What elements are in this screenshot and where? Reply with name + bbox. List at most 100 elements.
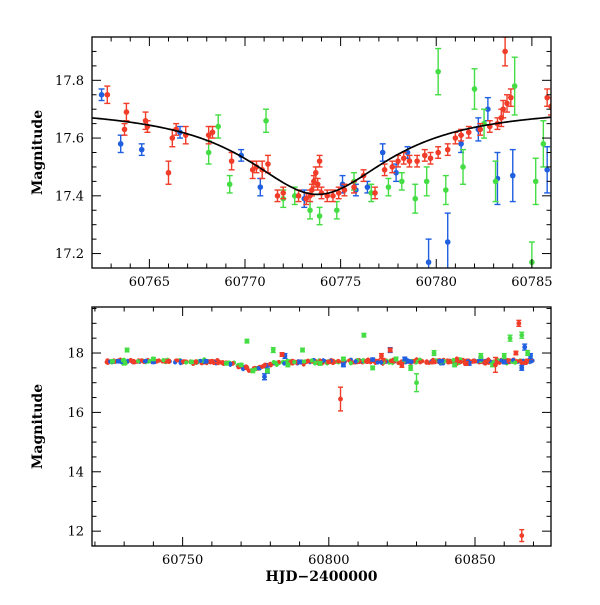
data-point bbox=[198, 358, 203, 363]
data-point bbox=[333, 200, 340, 220]
data-point bbox=[501, 352, 507, 360]
marker bbox=[184, 360, 189, 365]
marker bbox=[219, 360, 225, 365]
marker bbox=[313, 360, 318, 365]
marker bbox=[455, 359, 460, 364]
data-point bbox=[215, 360, 220, 366]
marker bbox=[519, 365, 525, 371]
marker bbox=[274, 193, 281, 199]
marker bbox=[268, 361, 273, 366]
marker bbox=[121, 126, 128, 133]
data-point bbox=[399, 361, 405, 368]
marker bbox=[341, 187, 348, 193]
data-point bbox=[388, 358, 393, 364]
marker bbox=[353, 359, 358, 364]
data-point bbox=[458, 128, 465, 142]
x-tick-label: 60750 bbox=[162, 553, 203, 568]
marker bbox=[393, 169, 399, 176]
data-point bbox=[215, 114, 222, 139]
marker bbox=[379, 149, 386, 156]
marker bbox=[209, 358, 215, 364]
y-tick-label: 17.4 bbox=[55, 189, 84, 204]
data-point bbox=[244, 366, 249, 371]
marker bbox=[370, 357, 376, 362]
marker bbox=[446, 359, 451, 364]
marker bbox=[443, 187, 449, 193]
marker bbox=[427, 155, 434, 162]
marker bbox=[507, 335, 513, 341]
data-point bbox=[219, 360, 225, 365]
marker bbox=[265, 368, 270, 374]
data-point bbox=[280, 186, 287, 200]
marker bbox=[205, 149, 212, 156]
marker bbox=[379, 360, 384, 365]
marker bbox=[414, 380, 419, 386]
marker bbox=[444, 239, 451, 245]
marker bbox=[209, 129, 216, 136]
data-point bbox=[121, 122, 128, 136]
data-point bbox=[492, 160, 499, 203]
marker bbox=[540, 141, 547, 147]
data-point bbox=[165, 160, 172, 185]
marker bbox=[175, 358, 180, 363]
data-point bbox=[223, 361, 229, 366]
y-tick-label: 16 bbox=[67, 406, 84, 421]
marker bbox=[280, 190, 287, 196]
data-point bbox=[131, 360, 136, 365]
data-point bbox=[414, 154, 421, 168]
data-point bbox=[209, 125, 216, 139]
marker bbox=[500, 106, 506, 112]
marker bbox=[485, 106, 491, 112]
marker bbox=[317, 361, 323, 366]
marker bbox=[544, 167, 550, 173]
marker bbox=[297, 359, 302, 365]
marker bbox=[341, 356, 346, 362]
marker bbox=[302, 359, 307, 364]
marker bbox=[150, 356, 156, 362]
marker bbox=[228, 361, 233, 366]
marker bbox=[385, 184, 392, 190]
y-tick-label: 17.2 bbox=[55, 247, 84, 262]
data-point bbox=[423, 166, 430, 197]
data-point bbox=[117, 134, 124, 154]
top-axis-ticks bbox=[91, 36, 552, 269]
data-point bbox=[431, 359, 437, 365]
marker bbox=[525, 350, 531, 356]
marker bbox=[477, 126, 484, 133]
marker bbox=[256, 366, 261, 371]
data-point bbox=[458, 359, 464, 365]
data-point bbox=[424, 359, 429, 364]
marker bbox=[215, 123, 222, 130]
data-point bbox=[184, 360, 189, 365]
data-point bbox=[540, 120, 547, 168]
marker bbox=[452, 362, 457, 368]
data-point bbox=[104, 85, 111, 105]
data-point bbox=[372, 186, 379, 200]
data-point bbox=[381, 163, 388, 177]
data-point bbox=[226, 174, 233, 194]
data-point bbox=[532, 157, 539, 206]
data-point bbox=[299, 347, 305, 353]
marker bbox=[336, 359, 341, 364]
marker bbox=[513, 360, 518, 365]
marker bbox=[303, 195, 310, 202]
bottom-x-axis-label: HJD−2400000 bbox=[266, 569, 378, 585]
marker bbox=[471, 358, 476, 363]
data-point bbox=[250, 368, 256, 374]
data-point bbox=[316, 154, 323, 168]
data-point bbox=[427, 151, 434, 165]
marker bbox=[341, 362, 346, 368]
data-point bbox=[522, 343, 528, 351]
marker bbox=[110, 358, 115, 364]
y-tick-label: 17.6 bbox=[55, 132, 84, 147]
marker bbox=[412, 195, 419, 202]
marker bbox=[305, 359, 311, 364]
y-tick-label: 18 bbox=[67, 347, 84, 362]
marker bbox=[326, 359, 332, 365]
marker bbox=[388, 358, 393, 364]
marker bbox=[451, 357, 456, 363]
data-point bbox=[336, 358, 341, 364]
data-point bbox=[274, 189, 281, 203]
data-point bbox=[507, 334, 513, 342]
marker bbox=[395, 158, 401, 164]
